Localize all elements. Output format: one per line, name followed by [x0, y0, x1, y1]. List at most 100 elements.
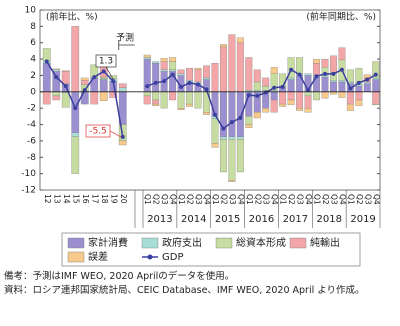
bar-segment — [42, 63, 51, 92]
y-label-left: (前年比、%) — [46, 11, 98, 23]
plot-frame — [39, 9, 381, 191]
bar-segment — [304, 95, 312, 109]
legend-swatch — [67, 237, 85, 249]
bar-segment — [52, 69, 61, 72]
bar-segment — [52, 71, 61, 92]
gdp-marker — [54, 75, 59, 80]
bar-segment — [287, 91, 295, 101]
bar-segment — [296, 108, 304, 111]
bar-segment — [321, 58, 329, 68]
gdp-marker — [348, 86, 353, 91]
x-tick-label: Q2 — [186, 194, 195, 205]
x-tick-label: 18 — [100, 194, 109, 204]
y-tick-label: -10 — [21, 169, 36, 179]
x-tick-label: Q2 — [253, 194, 262, 205]
gdp-marker — [212, 112, 217, 117]
legend-label: 家計消費 — [88, 236, 128, 249]
bar-segment — [211, 118, 219, 144]
x-tick-label: 13 — [52, 194, 61, 204]
bar-segment — [61, 71, 70, 84]
x-tick-label: Q3 — [296, 194, 305, 205]
bar-segment — [52, 68, 61, 70]
x-tick-label: Q2 — [219, 194, 228, 205]
legend-label: 誤差 — [88, 250, 108, 263]
bar-segment — [118, 83, 127, 88]
gdp-marker — [331, 71, 336, 76]
bar-segment — [177, 108, 185, 110]
bar-segment — [71, 136, 80, 174]
gdp-marker — [322, 71, 327, 76]
bar-segment — [355, 91, 363, 101]
bar-segment — [160, 61, 168, 70]
bar-segment — [118, 87, 127, 92]
y-tick-label: 2 — [30, 71, 36, 81]
bar-segment — [313, 58, 320, 64]
bar-segment — [71, 132, 80, 137]
legend-box — [61, 232, 361, 267]
gdp-marker — [92, 75, 97, 80]
bar-segment — [321, 91, 329, 99]
legend-swatch — [67, 251, 85, 263]
data-label: 1.3 — [99, 57, 113, 67]
bar-segment — [236, 91, 244, 137]
bar-segment — [279, 103, 287, 107]
bar-segment — [346, 103, 354, 111]
legend-label: 総資本形成 — [236, 236, 286, 249]
bar-segment — [228, 91, 236, 137]
bar-segment — [363, 81, 371, 84]
bar-segment — [169, 91, 177, 101]
bar-segment — [152, 99, 160, 105]
bar-segment — [363, 83, 371, 92]
bar-segment — [236, 37, 244, 43]
chart: (前年比、%) (前年同期比、%) -12 -10 -8 -6 -4 -2 0 2 4 6 8 10 1… — [21, 6, 381, 267]
bar-segment — [42, 48, 51, 61]
gdp-marker — [221, 126, 226, 131]
gdp-marker — [82, 88, 87, 93]
bar-segment — [296, 57, 304, 74]
bar-segment — [42, 91, 51, 105]
bar-segment — [152, 63, 160, 92]
y-tick-label: -2 — [27, 104, 36, 114]
gdp-marker — [339, 67, 344, 72]
gdp-marker — [204, 87, 209, 92]
bar-segment — [71, 26, 80, 92]
gdp-line — [146, 68, 377, 130]
x-tick-label: Q2 — [287, 194, 296, 205]
x-tick-label: Q1 — [313, 194, 322, 205]
bar-segment — [118, 140, 127, 146]
gdp-marker — [73, 106, 78, 111]
bar-segment — [338, 91, 346, 98]
x-tick-label: Q4 — [270, 194, 279, 205]
x-tick-label: Q3 — [262, 194, 271, 205]
gdp-marker — [153, 80, 158, 85]
bar-segment — [287, 79, 295, 92]
gdp-marker — [263, 90, 268, 95]
x-tick-label: 16 — [81, 194, 90, 204]
bar-segment — [253, 81, 261, 91]
leader — [105, 66, 114, 80]
bar-segment — [329, 55, 337, 73]
bar-segment — [372, 61, 380, 79]
bar-segment — [143, 91, 151, 97]
year-label: 2019 — [350, 214, 375, 225]
x-tick-label: Q2 — [355, 194, 364, 205]
y-tick-label: 0 — [30, 87, 36, 97]
bar-segment — [372, 77, 380, 80]
source: 資料：ロシア連邦国家統計局、CEIC Database、IMF WEO, 202… — [4, 285, 365, 296]
bar-segment — [262, 77, 270, 87]
legend-label: 純輸出 — [310, 236, 340, 249]
data-label: -5.5 — [89, 127, 107, 137]
y-tick-label: -12 — [21, 186, 36, 196]
leader — [109, 130, 121, 138]
bar-segment — [245, 124, 253, 128]
year-label: 2015 — [215, 214, 240, 225]
bar-segment — [52, 95, 61, 101]
bar-segment — [245, 57, 253, 91]
gdp-marker — [44, 59, 49, 64]
gdp-marker — [179, 84, 184, 89]
x-tick-label: Q2 — [321, 194, 330, 205]
legend-label: GDP — [162, 252, 183, 263]
year-label: 2018 — [316, 214, 341, 225]
gdp-marker — [229, 120, 234, 125]
